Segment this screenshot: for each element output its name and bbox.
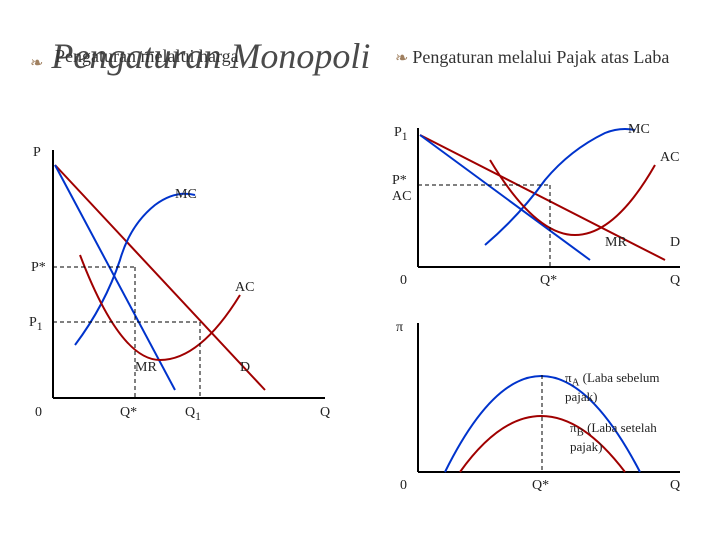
left-chart: P P* P1 0 Q* Q1 Q MC AC MR D — [25, 145, 345, 435]
rt-ac-curve — [490, 160, 655, 235]
rt-mr-curve — [420, 135, 590, 260]
rt-label-Qstar: Q* — [540, 273, 557, 289]
rt-demand-curve — [420, 135, 665, 260]
rb-label-Qstar: Q* — [532, 478, 549, 494]
rb-label-piA: πA (Laba sebelum pajak) — [565, 370, 690, 405]
rt-label-ACl: AC — [392, 189, 411, 205]
left-demand-curve — [55, 165, 265, 390]
rt-label-Q: Q — [670, 273, 680, 289]
rt-label-0: 0 — [400, 273, 407, 289]
bullet-right: ❧ — [395, 50, 408, 67]
subtitle-right: ❧Pengaturan melalui Pajak atas Laba — [395, 46, 675, 70]
left-label-P: P — [33, 145, 41, 161]
subtitle-left: Pengaturan melalui harga — [55, 46, 239, 67]
left-label-MR: MR — [135, 360, 157, 376]
left-label-MC: MC — [175, 187, 197, 203]
rt-label-MC: MC — [628, 122, 650, 138]
bullet-left: ❧ — [30, 55, 43, 72]
right-top-chart: P1 MC AC P* AC MR D 0 Q* Q — [390, 125, 690, 305]
left-mr-curve — [55, 165, 175, 390]
left-label-0: 0 — [35, 405, 42, 421]
rt-label-D: D — [670, 235, 680, 251]
rb-label-Q: Q — [670, 478, 680, 494]
left-label-P1: P1 — [29, 315, 43, 333]
left-label-Qstar: Q* — [120, 405, 137, 421]
left-label-AC: AC — [235, 280, 254, 296]
rb-label-pi: π — [396, 320, 403, 336]
left-ac-curve — [80, 255, 240, 360]
rb-label-piB: πB (Laba setelah pajak) — [570, 420, 690, 455]
left-label-Pstar: P* — [31, 260, 46, 276]
left-label-Q: Q — [320, 405, 330, 421]
right-bottom-chart: π πA (Laba sebelum pajak) πB (Laba setel… — [390, 320, 690, 510]
rt-label-Pstar: P* — [392, 173, 407, 189]
rt-label-AC: AC — [660, 150, 679, 166]
rb-label-0: 0 — [400, 478, 407, 494]
left-label-Q1: Q1 — [185, 405, 201, 423]
left-label-D: D — [240, 360, 250, 376]
rt-label-P1: P1 — [394, 125, 408, 143]
rt-label-MR: MR — [605, 235, 627, 251]
